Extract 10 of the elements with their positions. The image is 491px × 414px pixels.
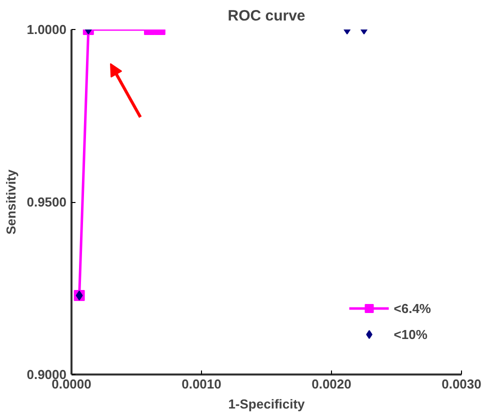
y-axis-title: Sensitivity (4, 168, 19, 235)
legend-label: <10% (394, 326, 428, 342)
x-tick-label: 0.0020 (312, 376, 352, 392)
y-tick-label: 0.9500 (26, 194, 67, 210)
x-tick-label: 0.0030 (442, 376, 482, 392)
y-tick-label: 1.0000 (26, 22, 67, 37)
chart-title: ROC curve (228, 8, 306, 24)
x-axis-title: 1-Specificity (228, 396, 306, 412)
legend-label: <6.4% (394, 300, 431, 316)
x-tick-label: 0.0010 (182, 376, 222, 392)
